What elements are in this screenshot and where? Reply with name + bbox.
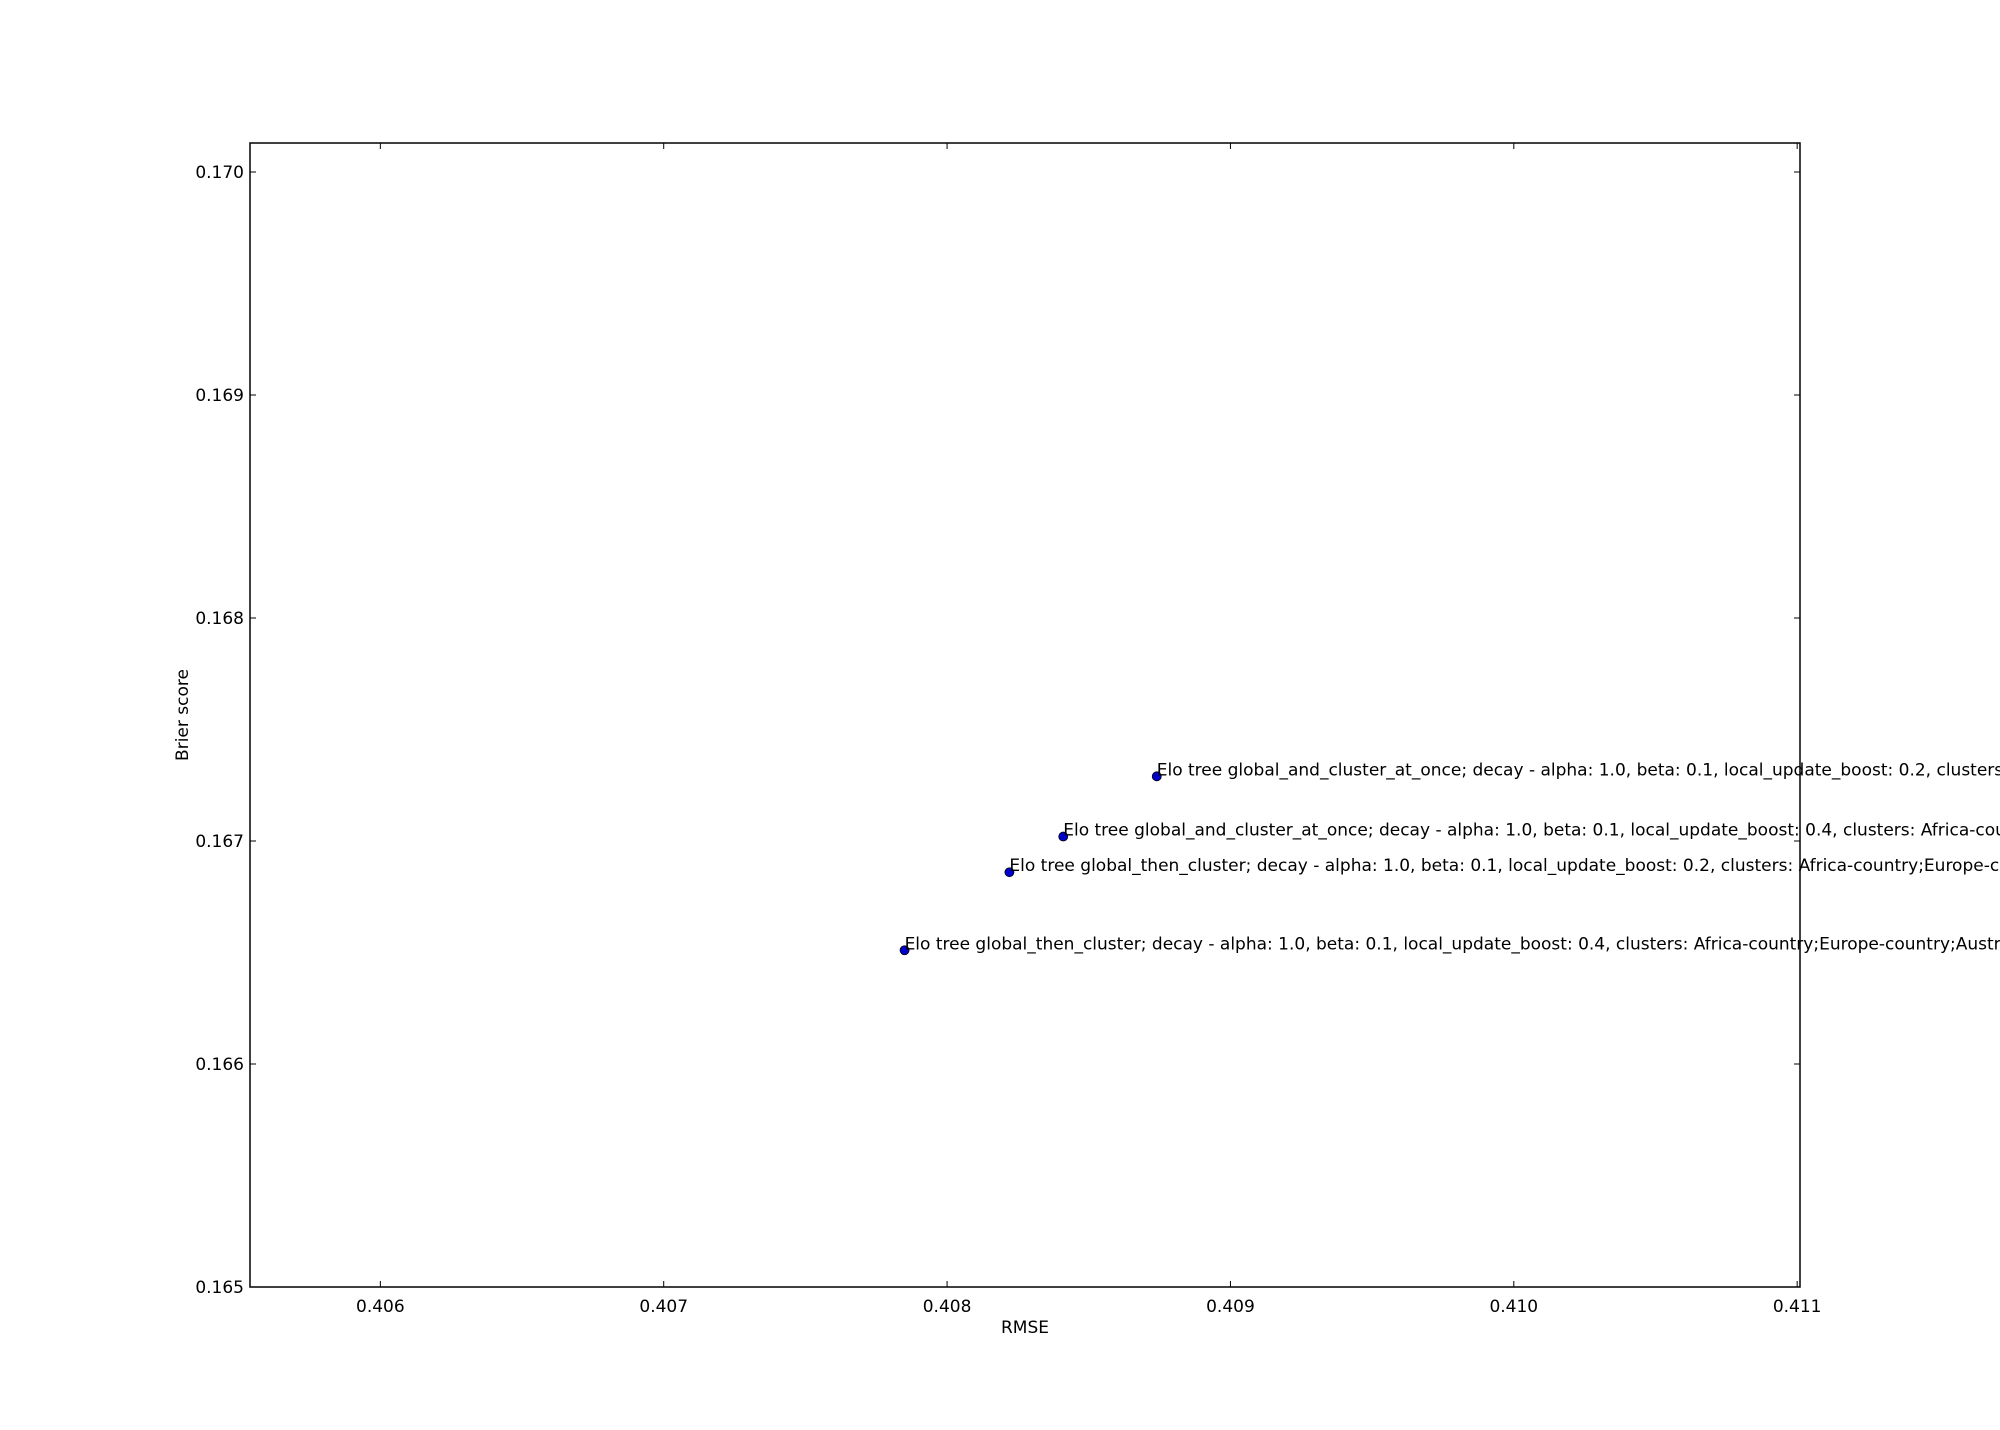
y-tick-label: 0.166 bbox=[195, 1055, 244, 1075]
y-axis-label: Brier score bbox=[173, 669, 193, 761]
data-point bbox=[1151, 771, 1162, 782]
y-tick-label: 0.169 bbox=[195, 386, 244, 406]
data-point-labels: Elo tree global_and_cluster_at_once; dec… bbox=[905, 760, 2000, 954]
x-tick-label: 0.408 bbox=[923, 1297, 972, 1317]
data-point-label: Elo tree global_and_cluster_at_once; dec… bbox=[1063, 821, 2000, 841]
x-tick-label: 0.411 bbox=[1773, 1297, 1822, 1317]
x-axis-ticks: 0.406 0.407 0.408 0.409 0.410 0.411 bbox=[356, 143, 1822, 1317]
y-tick-label: 0.170 bbox=[195, 163, 244, 183]
data-point-label: Elo tree global_then_cluster; decay - al… bbox=[1009, 856, 2000, 876]
data-point-label: Elo tree global_then_cluster; decay - al… bbox=[905, 934, 2000, 954]
y-tick-label: 0.165 bbox=[195, 1278, 244, 1298]
data-points bbox=[899, 771, 1162, 956]
x-tick-label: 0.410 bbox=[1489, 1297, 1538, 1317]
x-tick-label: 0.406 bbox=[356, 1297, 405, 1317]
x-axis-label: RMSE bbox=[1001, 1318, 1049, 1338]
y-axis-ticks: 0.165 0.166 0.167 0.168 0.169 0.170 bbox=[195, 163, 1800, 1298]
x-tick-label: 0.409 bbox=[1206, 1297, 1255, 1317]
data-point bbox=[899, 945, 910, 956]
data-point-label: Elo tree global_and_cluster_at_once; dec… bbox=[1157, 760, 2000, 780]
y-tick-label: 0.168 bbox=[195, 609, 244, 629]
plot-area-frame bbox=[249, 142, 1801, 1288]
data-point bbox=[1004, 867, 1015, 878]
x-tick-label: 0.407 bbox=[639, 1297, 688, 1317]
y-tick-label: 0.167 bbox=[195, 832, 244, 852]
data-point bbox=[1058, 831, 1069, 842]
